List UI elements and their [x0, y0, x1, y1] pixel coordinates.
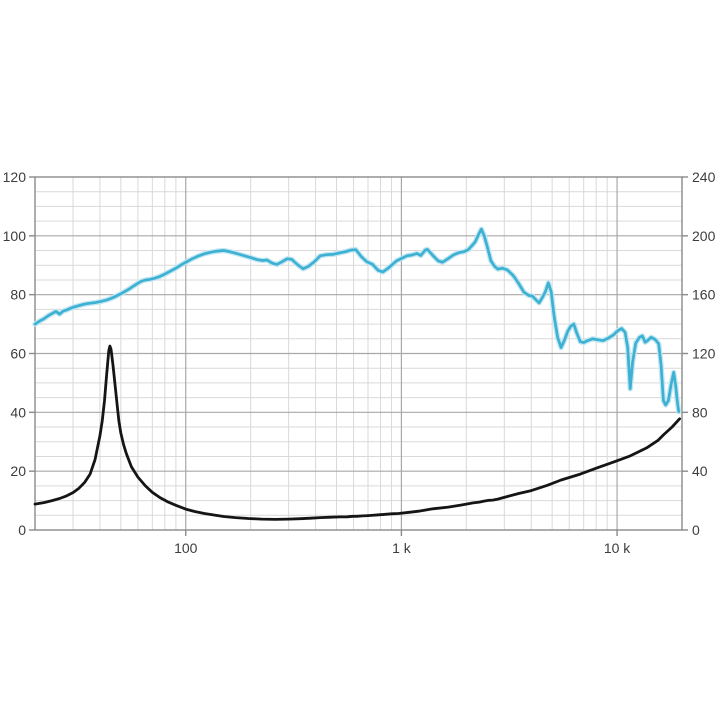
y-axis-left-label: 120	[3, 169, 27, 185]
y-axis-right-label: 240	[692, 169, 716, 185]
y-axis-right-label: 40	[692, 463, 708, 479]
y-axis-left-label: 80	[10, 287, 26, 303]
x-axis-label: 10 k	[604, 540, 631, 556]
x-axis-label: 1 k	[392, 540, 412, 556]
y-axis-right-label: 200	[692, 228, 716, 244]
y-axis-left-label: 20	[10, 463, 26, 479]
impedance-curve	[33, 344, 681, 521]
y-axis-right-label: 80	[692, 404, 708, 420]
y-axis-left-label: 40	[10, 404, 26, 420]
y-axis-left-label: 100	[3, 228, 27, 244]
y-axis-right-label: 0	[692, 522, 700, 538]
frequency-response-curve	[33, 227, 681, 414]
y-axis-left-label: 60	[10, 346, 26, 362]
x-axis-label: 100	[174, 540, 198, 556]
y-axis-right-label: 120	[692, 346, 716, 362]
y-axis-right-label: 160	[692, 287, 716, 303]
y-axis-left-label: 0	[18, 522, 26, 538]
